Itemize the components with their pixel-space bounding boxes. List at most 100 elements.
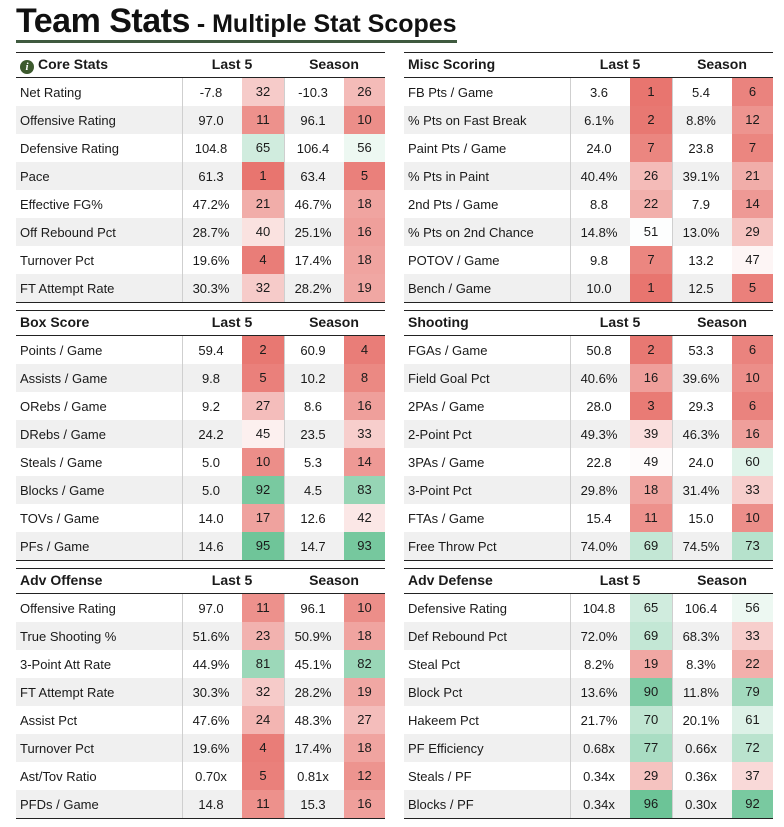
last5-value: 0.70x [195,769,227,784]
table-row: PFs / Game 14.6 95 14.7 93 [16,532,385,560]
stat-panel: Box Score Last 5 Season Points / Game 59.4 2 6… [16,310,385,561]
season-value: 5.4 [691,85,711,100]
last5-value: 14.8 [198,797,224,812]
info-icon[interactable]: i [20,60,34,74]
column-divider [182,336,183,560]
table-row: 3-Point Pct 29.8% 18 31.4% 33 [404,476,773,504]
stat-label: FTAs / Game [408,511,485,526]
column-divider [284,594,285,818]
last5-rank: 32 [242,78,284,106]
last5-rank: 65 [242,134,284,162]
season-rank: 10 [344,106,385,134]
last5-value: 0.34x [583,797,615,812]
table-row: % Pts in Paint 40.4% 26 39.1% 21 [404,162,773,190]
table-row: Ast/Tov Ratio 0.70x 5 0.81x 12 [16,762,385,790]
last5-rank: 1 [630,78,672,106]
panel-title: Misc Scoring [408,56,495,72]
stat-label: % Pts on 2nd Chance [408,225,534,240]
panel-title-text: Adv Defense [408,572,493,588]
season-rank: 16 [732,420,773,448]
last5-value: 30.3% [192,281,230,296]
stat-label: Hakeem Pct [408,713,479,728]
table-row: Off Rebound Pct 28.7% 40 25.1% 16 [16,218,385,246]
panel-body: Points / Game 59.4 2 60.9 4 Assists / Game 9.8… [16,336,385,561]
season-value: 39.1% [682,169,720,184]
table-row: Net Rating -7.8 32 -10.3 26 [16,78,385,106]
stat-label: 2PAs / Game [408,399,485,414]
season-rank: 18 [344,734,385,762]
panel-body: Offensive Rating 97.0 11 96.1 10 True Shootin… [16,594,385,819]
stat-label: Paint Pts / Game [408,141,507,156]
season-value: 5.3 [303,455,323,470]
table-row: Defensive Rating 104.8 65 106.4 56 [404,594,773,622]
last5-value: 15.4 [586,511,612,526]
last5-value: 24.0 [586,141,612,156]
season-rank: 27 [344,706,385,734]
last5-rank: 69 [630,532,672,560]
last5-rank: 4 [242,246,284,274]
table-row: Points / Game 59.4 2 60.9 4 [16,336,385,364]
column-divider [672,78,673,302]
season-value: 25.1% [294,225,332,240]
table-row: 3PAs / Game 22.8 49 24.0 60 [404,448,773,476]
column-divider [182,78,183,302]
last5-value: 9.2 [201,399,221,414]
season-value: 7.9 [691,197,711,212]
last5-value: 22.8 [586,455,612,470]
season-value: 0.30x [685,797,717,812]
panel-title: i Core Stats [20,56,108,74]
season-value: 39.6% [682,371,720,386]
table-row: FT Attempt Rate 30.3% 32 28.2% 19 [16,274,385,302]
season-value: 13.0% [682,225,720,240]
season-rank: 60 [732,448,773,476]
season-rank: 83 [344,476,385,504]
last5-value: 59.4 [198,343,224,358]
season-value: 24.0 [688,455,714,470]
last5-rank: 24 [242,706,284,734]
season-value: 28.2% [294,685,332,700]
stat-label: Turnover Pct [20,253,94,268]
panel-title-text: Misc Scoring [408,56,496,72]
panel-title-text: Box Score [20,314,90,330]
season-value: 11.8% [683,685,719,700]
season-value: 8.8% [686,113,716,128]
last5-value: 104.8 [582,601,616,616]
season-value: 96.1 [300,113,326,128]
season-value: 60.9 [300,343,326,358]
stat-label: % Pts in Paint [408,169,489,184]
last5-rank: 11 [242,790,284,818]
table-row: Assist Pct 47.6% 24 48.3% 27 [16,706,385,734]
stat-label: POTOV / Game [408,253,500,268]
stat-label: 3PAs / Game [408,455,485,470]
stat-label: Bench / Game [408,281,492,296]
table-row: Steals / Game 5.0 10 5.3 14 [16,448,385,476]
last5-value: 49.3% [580,427,618,442]
table-row: Paint Pts / Game 24.0 7 23.8 7 [404,134,773,162]
season-value: 15.0 [688,511,714,526]
season-value: 4.5 [303,483,323,498]
last5-rank: 11 [242,594,284,622]
last5-rank: 39 [630,420,672,448]
column-divider [284,336,285,560]
last5-rank: 49 [630,448,672,476]
panel-title: Adv Offense [20,572,102,588]
season-rank: 7 [732,134,773,162]
season-value: 45.1% [294,657,332,672]
panel-title-text: Core Stats [38,56,109,72]
season-rank: 56 [732,594,773,622]
season-rank: 33 [344,420,385,448]
last5-rank: 21 [242,190,284,218]
table-row: 2PAs / Game 28.0 3 29.3 6 [404,392,773,420]
table-row: 3-Point Att Rate 44.9% 81 45.1% 82 [16,650,385,678]
table-row: Offensive Rating 97.0 11 96.1 10 [16,106,385,134]
season-rank: 8 [344,364,385,392]
season-rank: 61 [732,706,773,734]
panel-title-text: Shooting [408,314,469,330]
last5-value: 28.0 [586,399,612,414]
table-row: Pace 61.3 1 63.4 5 [16,162,385,190]
last5-rank: 3 [630,392,672,420]
table-row: Bench / Game 10.0 1 12.5 5 [404,274,773,302]
season-rank: 6 [732,78,773,106]
stat-label: Steals / Game [20,455,103,470]
table-row: Def Rebound Pct 72.0% 69 68.3% 33 [404,622,773,650]
